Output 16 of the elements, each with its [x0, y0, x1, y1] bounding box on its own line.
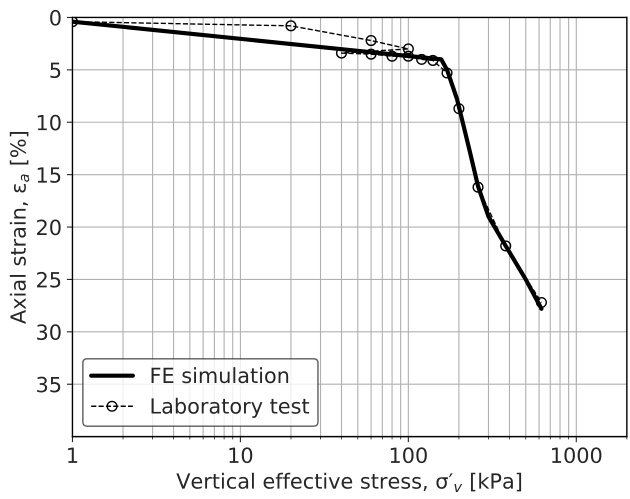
legend-label: Laboratory test [152, 398, 310, 418]
y-tick-label: 25 [37, 272, 60, 288]
y-tick-label: 0 [50, 10, 61, 26]
x-tick-label: 100 [390, 447, 427, 464]
x-tick-label: 1000 [552, 447, 602, 464]
legend-label: FE simulation [152, 367, 288, 384]
y-tick-label: 10 [38, 114, 61, 130]
y-tick-label: 15 [38, 167, 60, 183]
y-axis-title: Axial strain, ε$_{a}$ [%] [10, 132, 30, 324]
x-axis-title: Vertical effective stress, σ′$_{v}$ [kPa] [176, 472, 522, 492]
x-tick-label: 1 [68, 448, 78, 463]
y-tick-label: 30 [37, 324, 61, 340]
y-tick-label: 35 [37, 376, 60, 392]
y-tick-label: 5 [50, 62, 60, 78]
y-tick-label: 20 [37, 220, 61, 236]
x-tick-label: 10 [229, 447, 252, 464]
